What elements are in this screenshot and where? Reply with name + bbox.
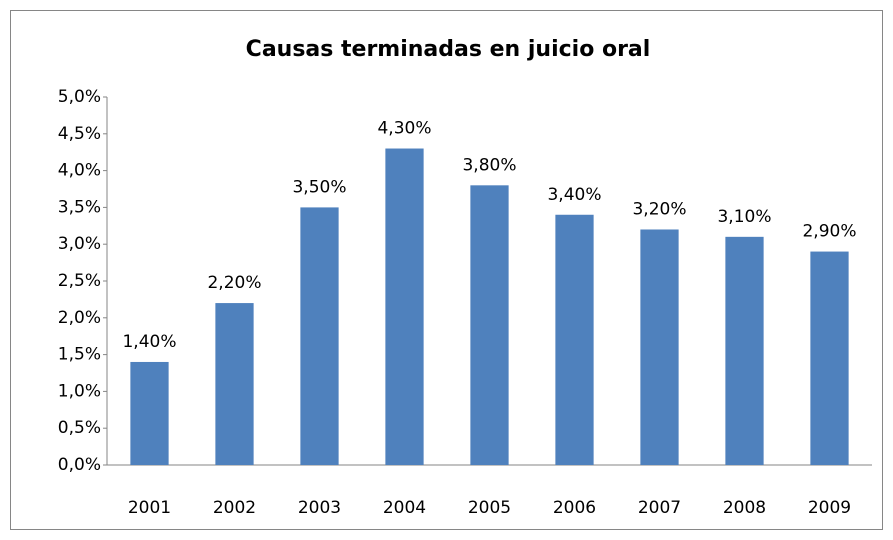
bar	[130, 361, 169, 465]
bar	[300, 207, 339, 465]
chart-title: Causas terminadas en juicio oral	[246, 37, 651, 62]
y-tick-label: 5,0%	[58, 87, 101, 107]
y-tick-label: 3,5%	[58, 197, 101, 217]
y-tick-label: 2,0%	[58, 308, 101, 328]
x-tick-label: 2007	[638, 498, 681, 518]
data-label: 3,80%	[462, 155, 516, 175]
y-tick-label: 2,5%	[58, 271, 101, 291]
x-tick-label: 2008	[723, 498, 766, 518]
x-tick-label: 2006	[553, 498, 596, 518]
data-label: 2,90%	[802, 222, 856, 242]
data-label: 3,50%	[292, 177, 346, 197]
x-tick-label: 2002	[213, 498, 256, 518]
bar	[385, 148, 424, 465]
data-label: 3,40%	[547, 185, 601, 205]
bar	[215, 303, 254, 465]
x-tick-label: 2001	[128, 498, 171, 518]
y-tick-label: 0,0%	[58, 455, 101, 475]
x-tick-label: 2004	[383, 498, 426, 518]
bar	[640, 229, 679, 465]
bar	[725, 236, 764, 465]
y-tick-label: 1,0%	[58, 381, 101, 401]
data-label: 3,10%	[717, 207, 771, 227]
x-tick-label: 2009	[808, 498, 851, 518]
data-label: 4,30%	[377, 119, 431, 139]
y-tick-label: 3,0%	[58, 234, 101, 254]
y-tick-label: 4,5%	[58, 124, 101, 144]
x-tick-label: 2005	[468, 498, 511, 518]
y-tick-label: 4,0%	[58, 161, 101, 181]
bar	[810, 251, 849, 465]
x-tick-label: 2003	[298, 498, 341, 518]
data-label: 3,20%	[632, 199, 686, 219]
bar	[555, 214, 594, 465]
bar	[470, 185, 509, 465]
data-label: 1,40%	[122, 332, 176, 352]
y-tick-label: 1,5%	[58, 345, 101, 365]
data-label: 2,20%	[207, 273, 261, 293]
y-tick-label: 0,5%	[58, 418, 101, 438]
